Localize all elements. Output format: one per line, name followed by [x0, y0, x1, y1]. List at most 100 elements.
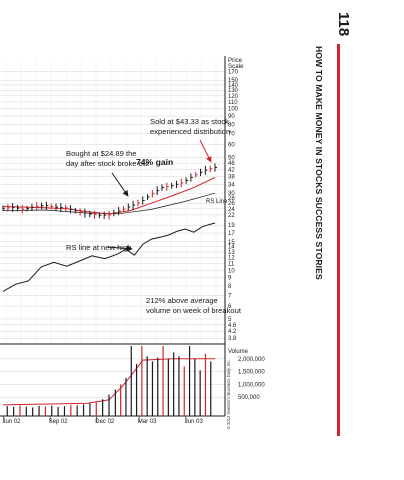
rs-high-annotation: RS line at new high: [66, 243, 133, 252]
price-bar: [180, 178, 184, 188]
volume-tick-label: 1,000,000: [238, 382, 265, 388]
rs-line-label: RS Line: [206, 199, 228, 205]
price-tick-label: 14: [228, 245, 235, 251]
price-bar: [12, 203, 15, 213]
page-number: 118: [335, 12, 352, 37]
price-tick-label: 9: [228, 276, 232, 282]
price-tick-label: 19: [228, 223, 235, 229]
price-tick-label: 38: [228, 175, 235, 181]
sold-annotation-line1: Sold at $43.33 as stock: [150, 117, 229, 126]
volume-tick-label: 1,500,000: [238, 370, 265, 376]
volume-tick-label: 2,000,000: [238, 357, 265, 363]
price-bar: [132, 200, 136, 210]
price-tick-label: 46: [228, 161, 235, 167]
price-bar: [79, 208, 83, 216]
volume-bars: [6, 346, 212, 416]
price-bar: [26, 205, 30, 212]
price-bar: [209, 165, 213, 173]
price-tick-label: 5: [228, 317, 232, 323]
price-bar: [103, 211, 107, 219]
price-bar: [161, 184, 164, 191]
rs-high-arrow: [107, 245, 133, 252]
price-tick-label: 10: [228, 268, 235, 274]
rs-high-label: RS line at new high: [66, 243, 131, 252]
price-tick-label: 17: [228, 231, 235, 237]
price-bar: [21, 205, 25, 214]
price-bar: [108, 210, 111, 220]
price-bar: [31, 203, 34, 212]
price-tick-label: 42: [228, 168, 235, 174]
volume-tick-label: 500,000: [238, 395, 260, 401]
price-bar: [147, 194, 150, 200]
price-tick-label: 13: [228, 250, 235, 256]
bought-annotation: Bought at $24.89 the day after stock bro…: [66, 149, 150, 197]
price-tick-label: 150: [228, 78, 239, 84]
sold-annotation: Sold at $43.33 as stock experienced dist…: [150, 117, 230, 163]
time-axis-label: Jun 02: [2, 419, 21, 425]
price-tick-label: 4.6: [228, 323, 237, 329]
price-tick-label: 140: [228, 83, 239, 89]
price-bar: [45, 201, 49, 210]
volume-annotation: 212% above average volume on week of bre…: [146, 296, 242, 315]
price-bar: [171, 182, 174, 189]
price-bar: [118, 207, 121, 216]
price-bar: [55, 203, 58, 211]
price-bar: [113, 209, 116, 217]
sold-annotation-line2: experienced distribution: [150, 127, 230, 136]
price-tick-label: 24: [228, 207, 235, 213]
price-bar: [156, 186, 160, 196]
time-axis-label: Dec 02: [95, 419, 115, 425]
price-bar: [175, 180, 179, 189]
price-bar: [200, 168, 203, 177]
price-bar: [122, 206, 126, 212]
time-axis-label: Sep 02: [49, 419, 69, 425]
volume-axis-title: Volume: [228, 349, 249, 355]
price-bar: [185, 177, 189, 184]
price-bar: [142, 196, 145, 205]
volume-annotation-line2: volume on week of breakout: [146, 306, 242, 315]
price-bar: [190, 173, 193, 182]
bought-annotation-line2: day after stock broke out: [66, 159, 150, 168]
price-tick-label: 28: [228, 196, 235, 202]
price-tick-label: 22: [228, 213, 235, 219]
price-tick-label: 4.2: [228, 329, 237, 335]
price-bar: [84, 208, 87, 218]
price-tick-label: 30: [228, 191, 235, 197]
moving-average-black-line: [2, 192, 216, 215]
price-tick-label: 110: [228, 100, 238, 106]
price-bar: [94, 210, 97, 219]
price-tick-label: 120: [228, 94, 239, 100]
price-bar: [7, 204, 10, 212]
price-bar: [2, 205, 5, 212]
chart-frame: [0, 56, 226, 417]
price-axis-title: Price: [228, 57, 243, 64]
price-tick-label: 170: [228, 69, 239, 75]
price-bar: [98, 212, 102, 219]
running-head: HOW TO MAKE MONEY IN STOCKS SUCCESS STOR…: [314, 46, 324, 280]
price-bar: [195, 171, 198, 178]
price-tick-label: 12: [228, 256, 235, 262]
price-tick-label: 7: [228, 293, 232, 299]
price-tick-label: 15: [228, 240, 235, 246]
price-bar: [74, 207, 78, 214]
price-bar: [41, 202, 44, 210]
price-tick-label: 11: [228, 262, 235, 268]
grid-lines: [0, 60, 225, 398]
price-tick-label: 70: [228, 132, 235, 138]
volume-annotation-line1: 212% above average: [146, 296, 218, 305]
price-bar: [89, 210, 92, 218]
price-bar: [60, 203, 63, 213]
price-bar: [214, 163, 217, 172]
price-bar: [69, 205, 73, 214]
price-tick-label: 130: [228, 88, 239, 94]
price-bar: [36, 201, 39, 211]
price-tick-label: 34: [228, 182, 235, 188]
bought-arrow: [111, 172, 129, 197]
price-tick-label: 50: [228, 155, 235, 161]
price-tick-label: 60: [228, 143, 235, 149]
copyright-notice: ©2012 Investor's Business Daily, Inc.: [226, 359, 231, 430]
time-axis-label: Mar 03: [138, 419, 157, 425]
volume-tick-labels: 2,000,000 1,500,000 1,000,000 500,000: [238, 357, 265, 401]
price-bar: [127, 203, 131, 211]
